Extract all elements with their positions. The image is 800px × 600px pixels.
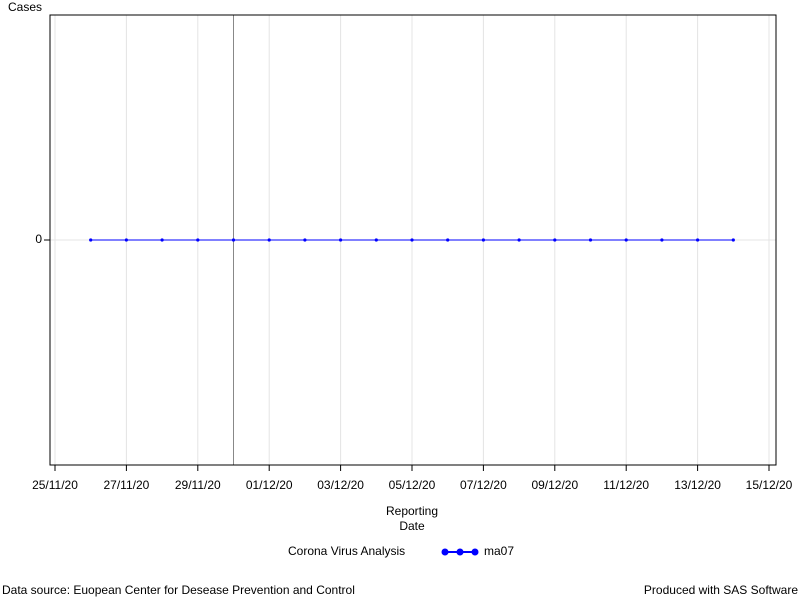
legend-marker	[471, 548, 479, 556]
x-tick-label: 05/12/20	[389, 478, 436, 492]
plot-frame	[49, 14, 777, 466]
data-point	[303, 238, 307, 242]
data-point	[124, 238, 128, 242]
x-tick-label: 09/12/20	[531, 478, 578, 492]
data-point	[231, 238, 236, 242]
data-point	[660, 238, 664, 242]
data-point	[89, 238, 93, 242]
x-tick-label: 03/12/20	[317, 478, 364, 492]
x-axis-label: Reporting Date	[385, 504, 439, 533]
y-tick-label: 0	[35, 232, 42, 246]
x-tick-label: 25/11/20	[32, 478, 78, 492]
x-tick-label: 27/11/20	[103, 478, 149, 492]
data-point	[160, 238, 164, 242]
data-point	[374, 238, 378, 242]
legend-label: ma07	[484, 544, 514, 558]
legend-marker	[441, 548, 449, 556]
data-point	[588, 238, 593, 242]
data-point	[410, 238, 414, 242]
x-tick-label: 13/12/20	[674, 478, 721, 492]
x-tick-label: 11/12/20	[603, 478, 649, 492]
footnote: Produced with SAS Software	[644, 583, 798, 597]
x-tick-label: 15/12/20	[746, 478, 793, 492]
data-point	[339, 238, 343, 242]
data-point	[196, 238, 200, 242]
data-point	[696, 238, 700, 242]
legend-marker	[456, 548, 464, 556]
x-tick-label: 07/12/20	[460, 478, 507, 492]
y-axis-label: Cases	[8, 0, 42, 14]
legend-title: Corona Virus Analysis	[288, 544, 405, 558]
x-tick-label: 29/11/20	[175, 478, 221, 492]
footnote: Data source: Euopean Center for Desease …	[2, 583, 355, 597]
data-point	[481, 238, 485, 242]
data-point	[267, 238, 271, 242]
data-point	[624, 238, 628, 242]
x-tick-label: 01/12/20	[246, 478, 293, 492]
data-point	[446, 238, 450, 242]
data-point	[517, 238, 521, 242]
data-point	[553, 238, 557, 242]
data-point	[731, 238, 735, 242]
